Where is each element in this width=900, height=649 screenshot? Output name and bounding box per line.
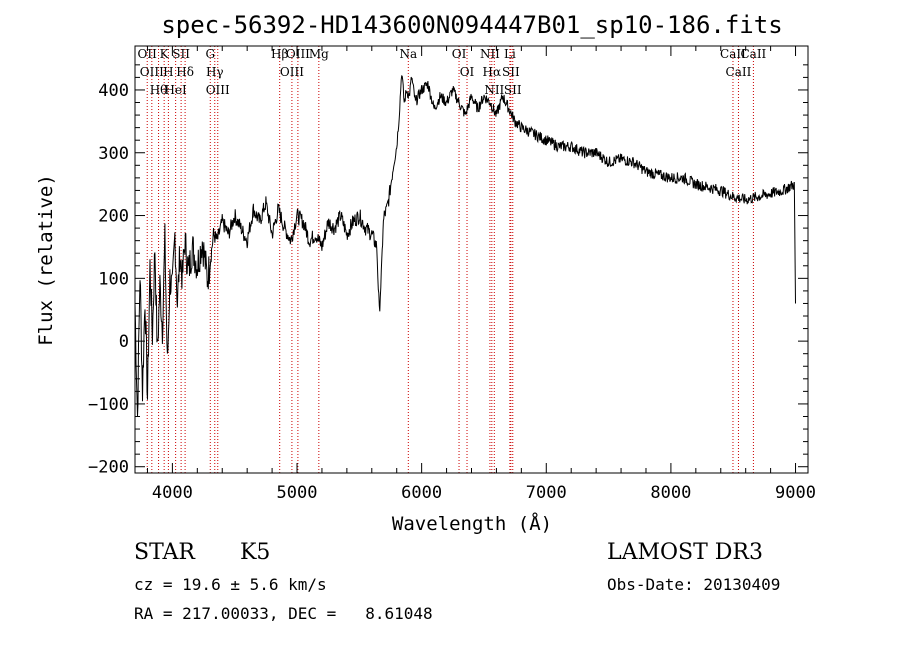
spectral-line-label: Hα: [483, 65, 502, 79]
spectral-line-label: Hβ: [271, 47, 288, 61]
x-tick-label: 5000: [277, 483, 318, 503]
spectral-line-label: H: [163, 65, 173, 79]
spectral-line-label: Hθ: [150, 83, 168, 97]
spectral-line-label: Hγ: [206, 65, 224, 79]
y-tick-label: −100: [88, 395, 129, 415]
x-tick-label: 7000: [526, 483, 567, 503]
x-tick-label: 8000: [650, 483, 691, 503]
spectral-line-markers: [146, 46, 754, 473]
x-axis: 4000 5000 6000 7000 8000 9000: [146, 46, 816, 503]
y-tick-label: 0: [119, 332, 129, 352]
spectral-line-label: CaII: [740, 47, 766, 61]
object-class: STAR: [134, 540, 195, 565]
spectral-line-label: OIII: [280, 65, 304, 79]
spectral-line-label: OI: [460, 65, 475, 79]
spectral-line-label: NII: [484, 83, 504, 97]
survey-name: LAMOST DR3: [607, 540, 763, 565]
y-tick-label: 300: [98, 144, 129, 164]
y-axis-label: Flux (relative): [35, 174, 57, 346]
spectral-line-label: CaII: [726, 65, 752, 79]
spectral-line-label: OIII: [206, 83, 230, 97]
spectral-line-label: SII: [172, 47, 190, 61]
spectral-line-label: OIII: [286, 47, 310, 61]
spectral-line-label: OII: [138, 47, 158, 61]
x-tick-label: 4000: [152, 483, 193, 503]
x-axis-label: Wavelength (Å): [392, 512, 552, 535]
spectral-line-label: Hδ: [176, 65, 194, 79]
spectral-line-label: NII: [480, 47, 500, 61]
subclass: K5: [240, 540, 271, 565]
spectral-line-label: G: [205, 47, 215, 61]
spectral-line-label: CaII: [720, 47, 746, 61]
y-tick-label: 100: [98, 269, 129, 289]
spectral-line-label: Li: [504, 47, 516, 61]
redshift-value: cz = 19.6 ± 5.6 km/s: [134, 575, 327, 594]
spectral-line-label: Mg: [309, 47, 329, 61]
y-tick-label: 400: [98, 81, 129, 101]
spectral-line-label: HeI: [164, 83, 187, 97]
y-tick-label: 200: [98, 207, 129, 227]
spectral-line-label: SII: [502, 65, 520, 79]
spectral-line-label: K: [160, 47, 170, 61]
obs-date: Obs-Date: 20130409: [607, 575, 781, 594]
spectrum-series-line: [134, 75, 796, 417]
spectral-line-label: OI: [452, 47, 467, 61]
coordinates: RA = 217.00033, DEC = 8.61048: [134, 604, 433, 623]
y-tick-label: −200: [88, 458, 129, 478]
spectral-line-label: Na: [399, 47, 417, 61]
y-axis: −200 −100 0 100 200 300 400: [88, 64, 808, 478]
x-tick-label: 6000: [401, 483, 442, 503]
spectral-line-label: OIII: [140, 65, 164, 79]
x-tick-label: 9000: [775, 483, 816, 503]
spectral-line-label: SII: [504, 83, 522, 97]
chart-title: spec-56392-HD143600N094447B01_sp10-186.f…: [161, 11, 782, 39]
plot-frame: [134, 45, 809, 474]
